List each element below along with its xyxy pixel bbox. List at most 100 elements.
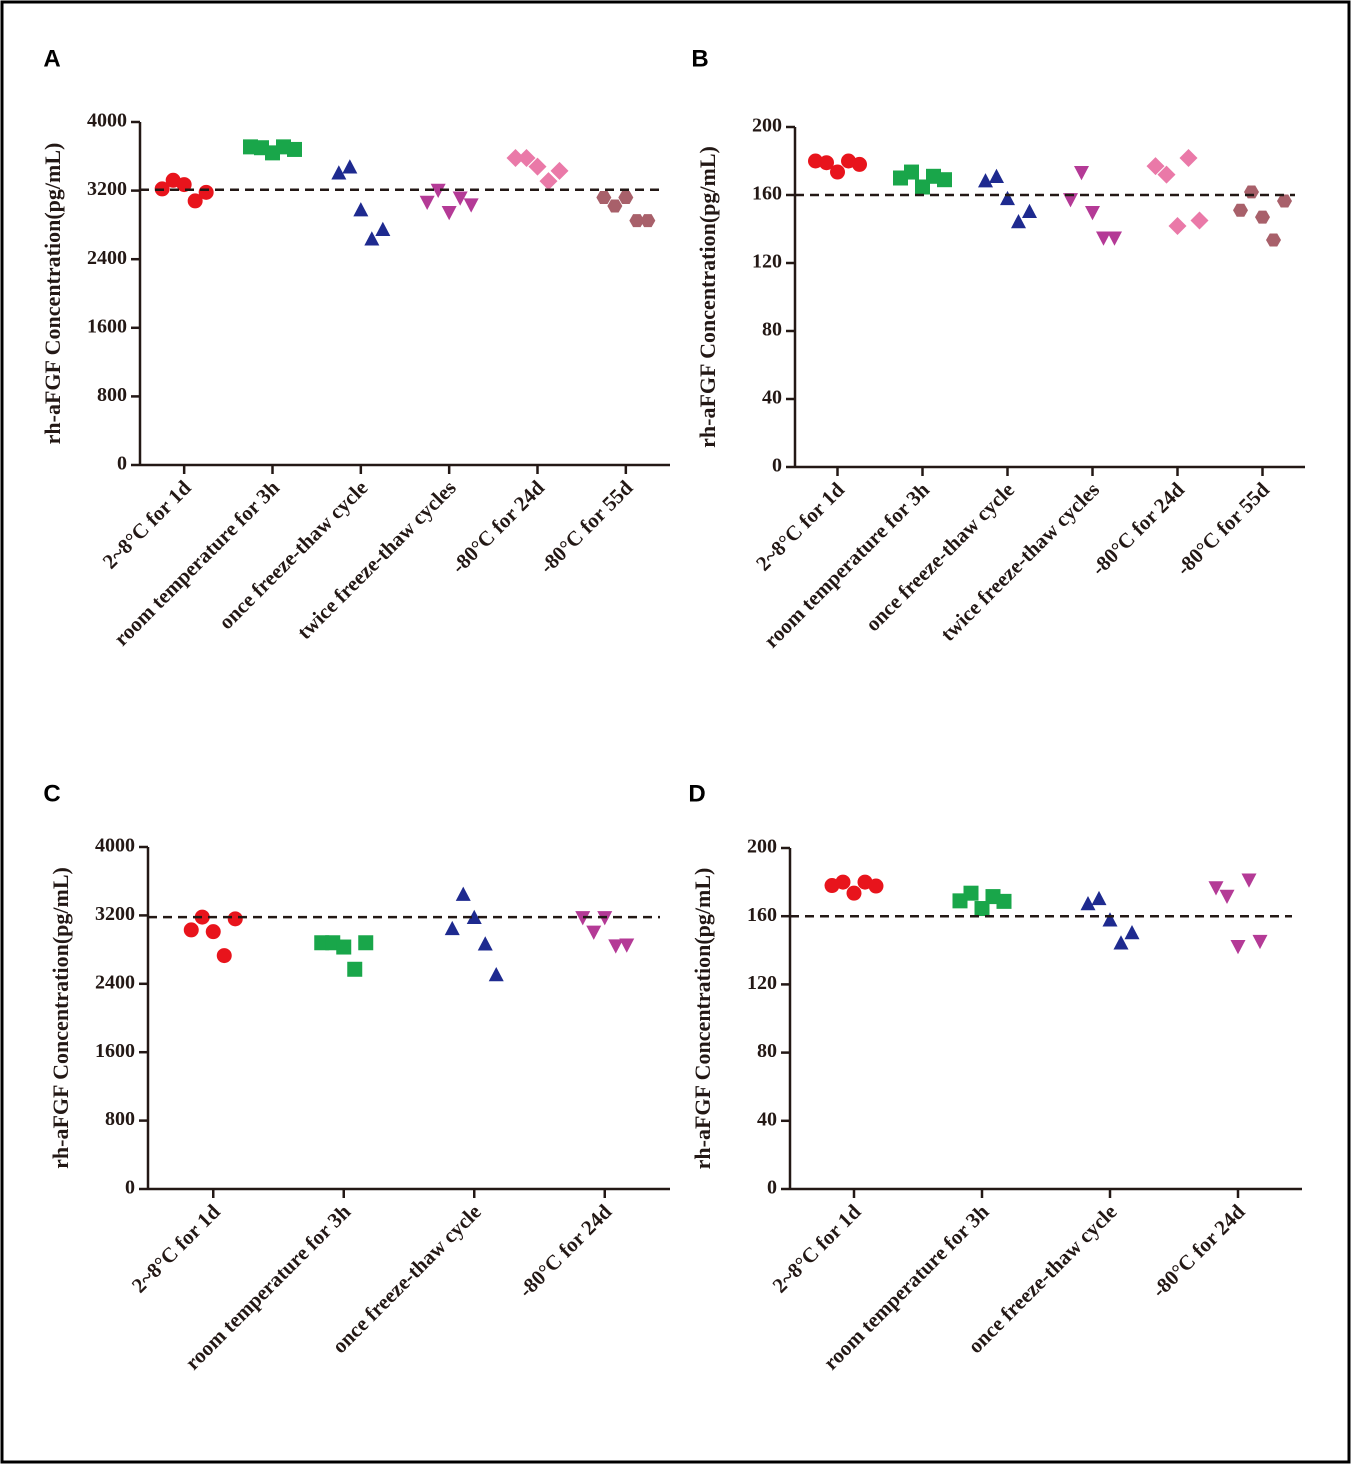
y-tick-label: 2400 bbox=[87, 247, 127, 269]
data-point bbox=[904, 164, 919, 180]
panel-label: B bbox=[691, 45, 708, 72]
y-tick-label: 1600 bbox=[87, 315, 127, 337]
data-point bbox=[430, 183, 446, 198]
data-point bbox=[441, 206, 457, 221]
data-point bbox=[596, 190, 612, 204]
data-point bbox=[342, 159, 358, 174]
data-point bbox=[1063, 193, 1078, 208]
data-point bbox=[517, 149, 536, 168]
data-point bbox=[353, 202, 369, 217]
data-point bbox=[183, 922, 199, 938]
data-point bbox=[1168, 216, 1187, 235]
panel-label: A bbox=[43, 45, 60, 72]
x-tick-label: once freeze-thaw cycle bbox=[214, 476, 373, 635]
y-tick-label: 80 bbox=[762, 319, 782, 341]
data-point bbox=[506, 149, 525, 168]
data-point bbox=[619, 938, 635, 953]
y-tick-label: 3200 bbox=[95, 903, 135, 925]
data-point bbox=[463, 198, 479, 213]
data-point bbox=[1022, 203, 1037, 218]
panel-label: C bbox=[43, 780, 60, 807]
data-point bbox=[1096, 231, 1111, 246]
data-point bbox=[629, 214, 645, 228]
y-tick-label: 4000 bbox=[95, 835, 135, 857]
data-point bbox=[1208, 881, 1224, 896]
data-point bbox=[336, 939, 352, 955]
x-tick-label: -80°C for 55d bbox=[535, 475, 638, 578]
y-tick-label: 0 bbox=[125, 1177, 135, 1199]
y-tick-label: 160 bbox=[747, 904, 777, 926]
y-tick-label: 0 bbox=[772, 455, 782, 477]
data-point bbox=[1146, 157, 1165, 176]
data-point bbox=[466, 909, 482, 924]
data-point bbox=[176, 177, 192, 193]
y-tick-label: 800 bbox=[97, 384, 127, 406]
x-tick-label: once freeze-thaw cycle bbox=[327, 1200, 486, 1359]
y-tick-label: 0 bbox=[117, 453, 127, 475]
y-tick-label: 40 bbox=[757, 1108, 777, 1130]
data-point bbox=[375, 221, 391, 237]
data-point bbox=[1080, 896, 1096, 911]
data-point bbox=[937, 172, 952, 188]
data-point bbox=[539, 172, 558, 191]
data-point bbox=[528, 157, 547, 176]
y-axis-label: rh-aFGF Concentration(pg/mL) bbox=[690, 868, 715, 1170]
panel-label: D bbox=[688, 780, 705, 807]
data-point bbox=[1107, 231, 1122, 246]
data-point bbox=[640, 214, 656, 228]
y-tick-label: 1600 bbox=[95, 1040, 135, 1062]
data-point bbox=[618, 190, 634, 204]
y-tick-label: 160 bbox=[752, 183, 782, 205]
data-point bbox=[1255, 210, 1270, 224]
data-point bbox=[1102, 912, 1118, 927]
data-point bbox=[835, 874, 851, 890]
data-point bbox=[963, 885, 979, 901]
data-point bbox=[1085, 206, 1100, 221]
data-point bbox=[198, 184, 214, 200]
data-point bbox=[1011, 213, 1026, 229]
data-point bbox=[455, 886, 471, 901]
data-point bbox=[550, 161, 569, 180]
data-point bbox=[974, 901, 990, 917]
data-point bbox=[364, 231, 380, 246]
y-axis-label: rh-aFGF Concentration(pg/mL) bbox=[695, 146, 720, 448]
data-point bbox=[846, 885, 862, 901]
x-tick-label: room temperature for 3h bbox=[759, 477, 934, 652]
x-tick-label: 2~8°C for 1d bbox=[98, 475, 196, 573]
data-point bbox=[1091, 890, 1107, 906]
y-axis-label: rh-aFGF Concentration(pg/mL) bbox=[40, 143, 65, 445]
data-point bbox=[1252, 934, 1268, 950]
y-tick-label: 800 bbox=[105, 1108, 135, 1130]
data-point bbox=[1074, 166, 1089, 181]
data-point bbox=[1157, 165, 1176, 184]
data-point bbox=[1233, 203, 1248, 217]
data-point bbox=[1113, 935, 1129, 950]
x-tick-label: once freeze-thaw cycle bbox=[963, 1200, 1122, 1359]
data-point bbox=[187, 193, 203, 209]
data-point bbox=[358, 935, 374, 951]
data-point bbox=[194, 909, 210, 925]
y-tick-label: 4000 bbox=[87, 110, 127, 132]
data-point bbox=[868, 878, 884, 894]
data-point bbox=[989, 168, 1004, 183]
x-tick-label: 2~8°C for 1d bbox=[768, 1199, 866, 1297]
x-tick-label: -80°C for 24d bbox=[446, 475, 549, 578]
data-point bbox=[1179, 148, 1198, 167]
data-point bbox=[1219, 889, 1235, 904]
y-tick-label: 2400 bbox=[95, 971, 135, 993]
y-tick-label: 0 bbox=[767, 1177, 777, 1199]
data-point bbox=[1244, 185, 1259, 199]
y-tick-label: 120 bbox=[752, 251, 782, 273]
y-tick-label: 3200 bbox=[87, 178, 127, 200]
data-point bbox=[205, 924, 221, 940]
data-point bbox=[852, 156, 867, 172]
data-point bbox=[1277, 194, 1292, 208]
data-point bbox=[1190, 211, 1209, 230]
data-point bbox=[331, 165, 347, 180]
data-point bbox=[227, 911, 243, 927]
data-point bbox=[586, 925, 602, 940]
data-point bbox=[444, 920, 460, 936]
data-point bbox=[575, 911, 591, 926]
data-point bbox=[452, 191, 468, 206]
